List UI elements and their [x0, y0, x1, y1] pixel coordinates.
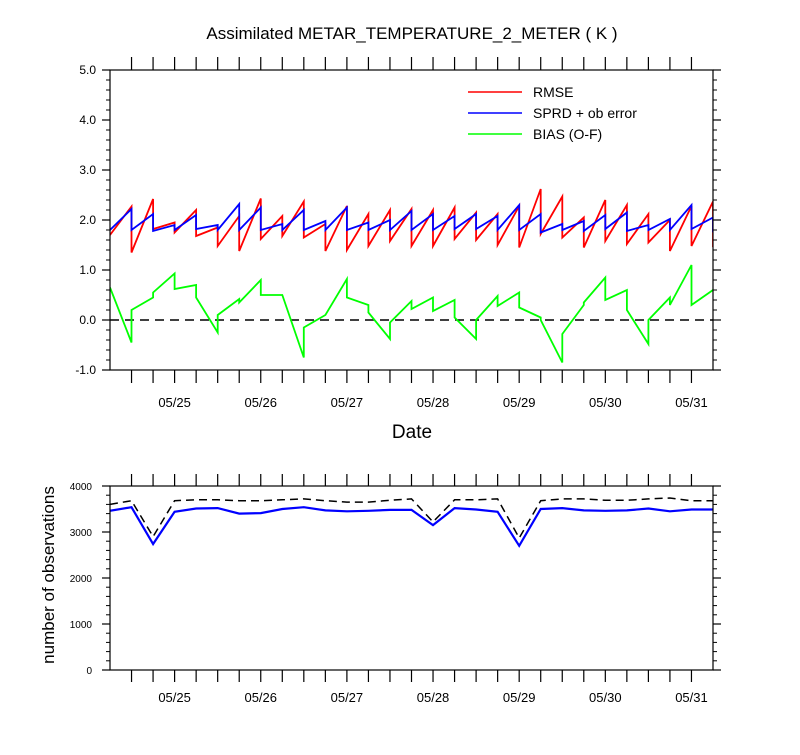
- y-tick-label: 4000: [70, 482, 93, 493]
- x-tick-label: 05/28: [417, 690, 450, 705]
- x-tick-label: 05/30: [589, 395, 622, 410]
- x-tick-label: 05/25: [158, 395, 191, 410]
- series-line-sprd-ob-error: [110, 201, 713, 234]
- y-tick-label: 4.0: [79, 113, 96, 127]
- y-tick-label: 0: [86, 666, 92, 677]
- y-tick-label: 3000: [70, 528, 93, 539]
- bottom-chart: 0 1000 2000 3000 4000 05/25 05/26 05/27 05/28 05/…: [39, 474, 721, 705]
- legend-label: RMSE: [533, 84, 573, 100]
- y-tick-label: 1.0: [79, 263, 96, 277]
- obs-count-line-possible: [110, 497, 713, 540]
- top-axis-ticks: -1.0 0.0 1.0 2.0 3.0 4.0 5.0 05/25 05/26 05/27 05/…: [75, 57, 721, 410]
- x-tick-label: 05/28: [417, 395, 450, 410]
- x-tick-label: 05/26: [244, 395, 277, 410]
- y-axis-label: number of observations: [39, 486, 58, 664]
- legend: RMSE SPRD + ob error BIAS (O-F): [468, 84, 637, 142]
- series-line-bias-o-f: [110, 264, 713, 363]
- bottom-axis-ticks: 0 1000 2000 3000 4000 05/25 05/26 05/27 05/28 05/…: [70, 474, 721, 705]
- y-tick-label: 1000: [70, 620, 93, 631]
- y-tick-label: -1.0: [75, 363, 96, 377]
- top-plot-area: [110, 188, 713, 363]
- series-line-rmse: [110, 188, 713, 254]
- x-axis-label: Date: [392, 422, 432, 443]
- top-chart: Assimilated METAR_TEMPERATURE_2_METER ( …: [75, 24, 721, 443]
- x-tick-label: 05/31: [675, 395, 708, 410]
- y-tick-label: 2.0: [79, 213, 96, 227]
- x-tick-label: 05/29: [503, 690, 536, 705]
- bottom-plot-area: [110, 497, 713, 548]
- y-tick-label: 5.0: [79, 63, 96, 77]
- x-tick-label: 05/27: [331, 395, 364, 410]
- bottom-plot-frame: [109, 485, 714, 671]
- x-tick-label: 05/31: [675, 690, 708, 705]
- obs-count-line-used: [110, 505, 713, 548]
- chart-title: Assimilated METAR_TEMPERATURE_2_METER ( …: [206, 24, 617, 43]
- y-tick-label: 3.0: [79, 163, 96, 177]
- x-tick-label: 05/29: [503, 395, 536, 410]
- y-tick-label: 0.0: [79, 313, 96, 327]
- x-tick-label: 05/27: [331, 690, 364, 705]
- x-tick-label: 05/30: [589, 690, 622, 705]
- legend-label: SPRD + ob error: [533, 105, 637, 121]
- x-tick-label: 05/26: [244, 690, 277, 705]
- y-tick-label: 2000: [70, 574, 93, 585]
- legend-label: BIAS (O-F): [533, 126, 602, 142]
- x-tick-label: 05/25: [158, 690, 191, 705]
